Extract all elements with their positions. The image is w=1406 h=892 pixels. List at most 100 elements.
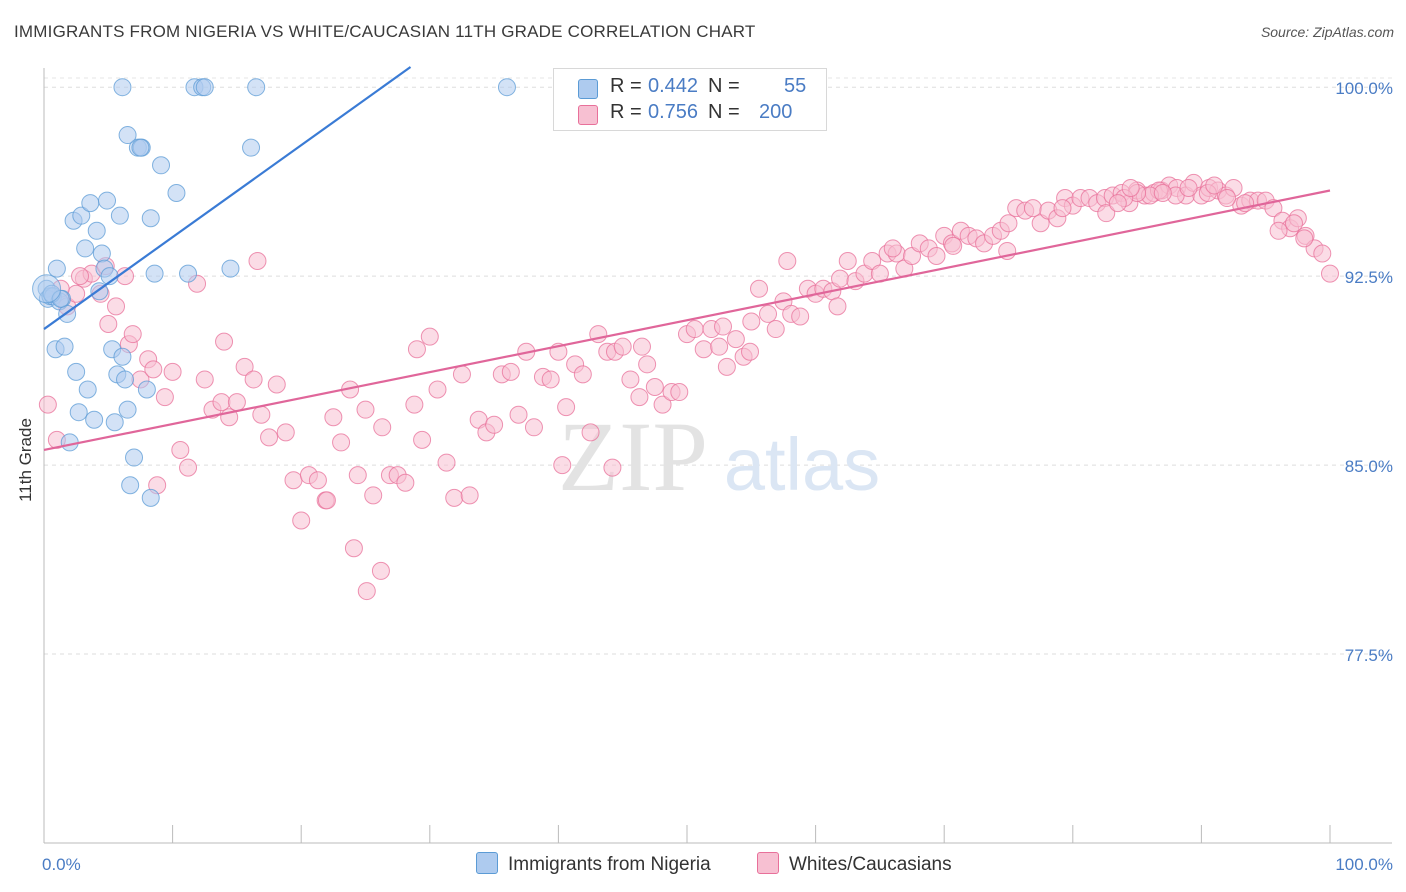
whites-point xyxy=(742,312,761,331)
whites-point xyxy=(163,362,182,381)
whites-point xyxy=(244,370,263,389)
legend-r-value: 0.442 xyxy=(648,75,699,97)
whites-point xyxy=(308,471,327,490)
whites-point xyxy=(1097,204,1116,223)
whites-point xyxy=(227,393,246,412)
whites-point xyxy=(407,340,426,359)
nigeria-point xyxy=(81,194,100,213)
nigeria-point xyxy=(118,400,137,419)
whites-point xyxy=(1179,178,1198,197)
x-tick-label: 100.0% xyxy=(1335,855,1393,874)
whites-point xyxy=(630,388,649,407)
nigeria-point xyxy=(78,380,97,399)
y-axis-label: 11th Grade xyxy=(16,418,35,502)
whites-point xyxy=(179,458,198,477)
nigeria-point xyxy=(152,156,171,175)
legend-item-whites[interactable]: Whites/Caucasians xyxy=(757,852,952,876)
whites-point xyxy=(252,405,271,424)
whites-point xyxy=(348,466,367,485)
whites-point xyxy=(1153,184,1172,203)
whites-point xyxy=(413,430,432,449)
whites-point xyxy=(927,246,946,265)
whites-point xyxy=(557,398,576,417)
whites-point xyxy=(460,486,479,505)
nigeria-point xyxy=(87,221,106,240)
whites-point xyxy=(1023,199,1042,218)
nigeria-trend-line xyxy=(43,66,412,330)
legend-swatch-pink xyxy=(578,105,598,125)
whites-point xyxy=(212,393,231,412)
whites-point xyxy=(778,252,797,271)
legend-n-label: N = xyxy=(708,101,740,123)
whites-point xyxy=(1053,199,1072,218)
legend-label: Immigrants from Nigeria xyxy=(508,854,711,875)
whites-point xyxy=(638,355,657,374)
whites-point xyxy=(694,340,713,359)
whites-point xyxy=(653,395,672,414)
tick-labels: 100.0% 92.5% 85.0% 77.5% 0.0% 100.0% xyxy=(42,79,1393,874)
nigeria-point xyxy=(247,78,266,97)
nigeria-point xyxy=(98,191,117,210)
whites-point xyxy=(260,428,279,447)
whites-point xyxy=(645,377,664,396)
legend-item-nigeria[interactable]: Immigrants from Nigeria xyxy=(476,852,711,876)
whites-point xyxy=(356,400,375,419)
whites-point xyxy=(685,320,704,339)
nigeria-point xyxy=(92,244,111,263)
whites-point xyxy=(1284,214,1303,233)
whites-point xyxy=(670,383,689,402)
whites-point xyxy=(1108,194,1127,213)
nigeria-point xyxy=(60,433,79,452)
whites-point xyxy=(195,370,214,389)
trend-lines xyxy=(43,66,1331,452)
nigeria-point xyxy=(221,259,240,278)
whites-point xyxy=(573,365,592,384)
whites-point xyxy=(883,239,902,258)
nigeria-point xyxy=(141,488,160,507)
whites-point xyxy=(235,357,254,376)
whites-point xyxy=(332,433,351,452)
whites-point xyxy=(1121,178,1140,197)
whites-point xyxy=(1269,221,1288,240)
legend-r-value: 0.756 xyxy=(648,101,699,123)
nigeria-point xyxy=(113,347,132,366)
whites-point xyxy=(524,418,543,437)
nigeria-point xyxy=(141,209,160,228)
whites-point xyxy=(324,408,343,427)
nigeria-point xyxy=(67,362,86,381)
whites-point xyxy=(373,418,392,437)
whites-point xyxy=(420,327,439,346)
whites-point xyxy=(726,330,745,349)
legend-swatch-blue xyxy=(578,79,598,99)
nigeria-point xyxy=(125,448,144,467)
whites-point xyxy=(107,297,126,316)
watermark-zip: ZIP xyxy=(558,401,708,512)
whites-point xyxy=(603,458,622,477)
legend-label: Whites/Caucasians xyxy=(789,854,952,875)
legend-r-label: R = xyxy=(610,75,642,97)
legend-r-label: R = xyxy=(610,101,642,123)
legend-row-nigeria: R = 0.442 N = 55 xyxy=(554,75,826,101)
nigeria-point xyxy=(32,274,62,304)
whites-caucasians-points xyxy=(38,173,1339,601)
whites-point xyxy=(123,325,142,344)
whites-point xyxy=(999,214,1018,233)
nigeria-point xyxy=(47,259,66,278)
nigeria-point xyxy=(76,239,95,258)
whites-point xyxy=(509,405,528,424)
nigeria-point xyxy=(195,78,214,97)
y-tick-label: 100.0% xyxy=(1335,79,1393,98)
source-label: Source: ZipAtlas.com xyxy=(1260,24,1394,40)
whites-point xyxy=(944,236,963,255)
whites-point xyxy=(452,365,471,384)
whites-trend-line xyxy=(43,189,1331,452)
nigeria-point xyxy=(85,410,104,429)
whites-point xyxy=(267,375,286,394)
whites-point xyxy=(485,415,504,434)
legend-row-whites: R = 0.756 N = 200 xyxy=(554,101,826,127)
whites-point xyxy=(317,491,336,510)
whites-point xyxy=(553,456,572,475)
x-tick-label: 0.0% xyxy=(42,855,81,874)
axes xyxy=(43,68,1392,844)
legend-n-label: N = xyxy=(708,75,740,97)
